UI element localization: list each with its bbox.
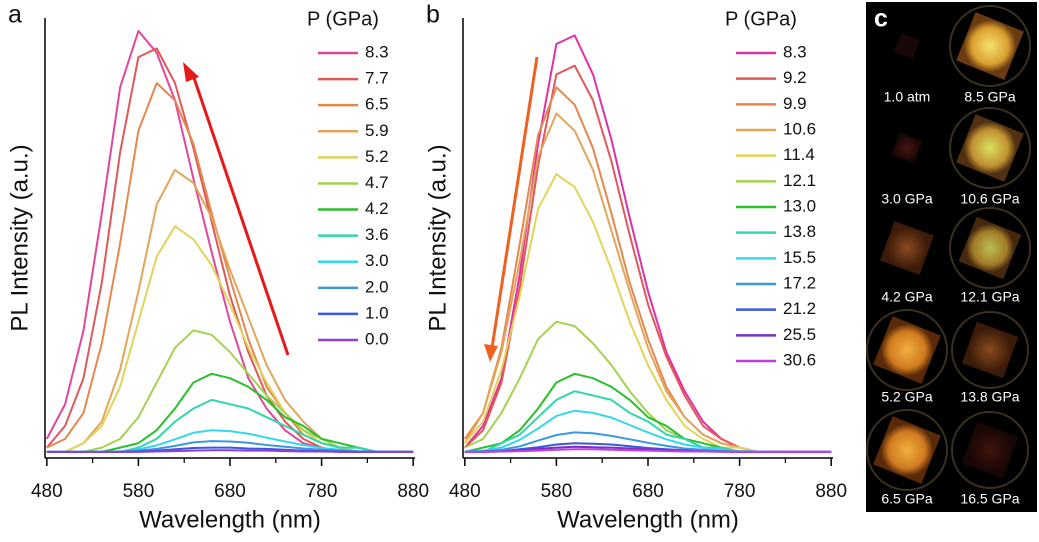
legend-label: 5.2	[365, 147, 389, 166]
legend-label: 1.0	[365, 303, 389, 322]
photo-label: 8.5 GPa	[964, 89, 1016, 105]
legend-label: 2.0	[365, 277, 389, 296]
x-tick-label: 480	[31, 481, 63, 502]
photo-panel: c	[866, 2, 1037, 512]
legend-label: 13.0	[783, 196, 816, 215]
photo-label: 5.2 GPa	[881, 389, 933, 405]
legend-title: P (GPa)	[307, 8, 379, 30]
x-tick-label: 480	[449, 481, 481, 502]
crystals	[873, 12, 1024, 484]
series-line	[464, 448, 832, 453]
x-axis-title: Wavelength (nm)	[139, 506, 321, 533]
legend-title: P (GPa)	[725, 8, 797, 30]
legend-label: 6.5	[365, 95, 389, 114]
photo-label: 13.8 GPa	[960, 389, 1019, 405]
legend-label: 4.7	[365, 173, 389, 192]
y-axis-title: PL Intensity (a.u.)	[424, 144, 451, 331]
x-axis-title: Wavelength (nm)	[557, 506, 739, 533]
series-line	[46, 47, 414, 453]
series-line	[46, 372, 414, 453]
series-line	[46, 449, 414, 453]
photo-label: 10.6 GPa	[960, 191, 1019, 207]
gasket-rings	[866, 5, 1031, 491]
series-line	[45, 30, 414, 453]
legend-label: 15.5	[783, 248, 816, 267]
arrow-head	[183, 62, 199, 82]
photo-label: 12.1 GPa	[960, 289, 1019, 305]
legend-label: 8.3	[365, 42, 389, 61]
x-tick-label: 680	[214, 481, 246, 502]
legend-label: 12.1	[783, 171, 816, 190]
legend-label: 0.0	[365, 329, 389, 348]
legend-label: 21.2	[783, 299, 816, 318]
series-line	[464, 173, 832, 453]
x-tick-label: 780	[724, 481, 756, 502]
x-tick-label: 780	[306, 481, 338, 502]
legend-label: 3.0	[365, 251, 389, 270]
legend-label: 10.6	[783, 119, 816, 138]
arrow	[190, 71, 290, 356]
legend-label: 8.3	[783, 42, 807, 61]
x-tick-label: 880	[397, 481, 429, 502]
legend-label: 9.9	[783, 94, 807, 113]
legend-label: 25.5	[783, 325, 816, 344]
charts: 480 580 680 780 880 Wavelength (nm) PL Intensi…	[6, 1, 847, 534]
x-tick-label: 880	[815, 481, 847, 502]
panel-label: c	[874, 5, 888, 33]
legend-label: 30.6	[783, 350, 816, 369]
arrow-head	[484, 344, 498, 362]
x-tick-label: 580	[123, 481, 155, 502]
photo-label: 3.0 GPa	[881, 191, 933, 207]
x-tick-label: 580	[541, 481, 573, 502]
legend-label: 13.8	[783, 222, 816, 241]
panel-label: b	[426, 1, 440, 29]
legend-label: 17.2	[783, 273, 816, 292]
panel-label: a	[8, 1, 22, 29]
y-axis-title: PL Intensity (a.u.)	[6, 144, 33, 331]
legend-label: 4.2	[365, 199, 389, 218]
photo-label: 1.0 atm	[884, 89, 931, 105]
legend-label: 3.6	[365, 225, 389, 244]
legend-label: 11.4	[783, 145, 815, 164]
photo-label: 4.2 GPa	[881, 289, 933, 305]
series-line	[46, 329, 414, 453]
legend-label: 5.9	[365, 121, 389, 140]
photo-label: 16.5 GPa	[960, 491, 1019, 507]
photo-label: 6.5 GPa	[881, 491, 933, 507]
arrow	[490, 56, 539, 349]
legend-label: 7.7	[365, 69, 389, 88]
x-tick-label: 680	[632, 481, 664, 502]
legend-label: 9.2	[783, 68, 807, 87]
